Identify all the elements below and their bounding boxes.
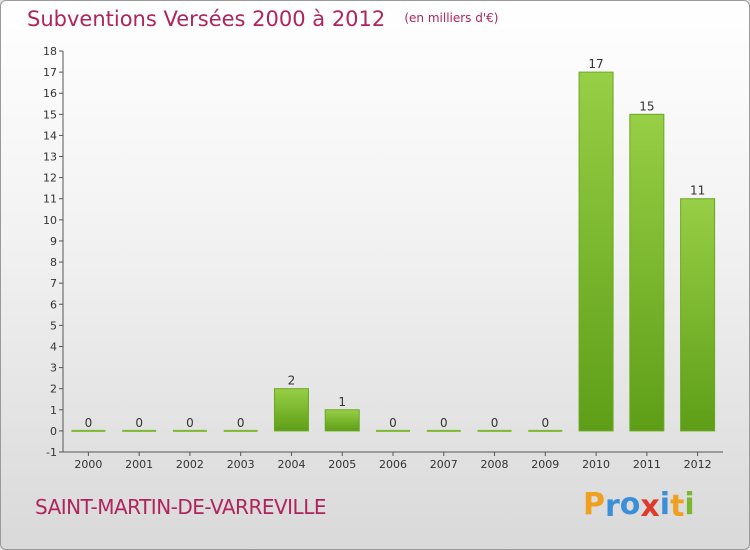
y-tick-label: 4: [50, 340, 57, 353]
bar: [578, 71, 614, 432]
y-tick-label: 1: [50, 404, 57, 417]
x-tick-label: 2009: [531, 458, 559, 471]
data-label: 0: [237, 416, 245, 430]
y-tick-label: 7: [50, 277, 57, 290]
brand-logo-letter: x: [640, 489, 660, 524]
bar: [680, 198, 716, 432]
bar: [629, 113, 665, 432]
x-tick-label: 2006: [379, 458, 407, 471]
y-tick-label: 9: [50, 235, 57, 248]
y-tick-label: 17: [43, 66, 57, 79]
chart-unit: (en milliers d'€): [404, 11, 499, 25]
x-tick-label: 2004: [277, 458, 305, 471]
y-tick-label: 14: [43, 129, 57, 142]
y-tick-label: 16: [43, 87, 57, 100]
brand-logo-letter: i: [659, 487, 671, 522]
data-label: 0: [186, 416, 194, 430]
y-tick-label: 3: [50, 362, 57, 375]
x-tick-label: 2000: [74, 458, 102, 471]
data-label: 11: [690, 184, 705, 198]
data-label: 15: [639, 99, 654, 113]
title-block: Subventions Versées 2000 à 2012 (en mill…: [27, 7, 498, 31]
x-tick-label: 2008: [481, 458, 509, 471]
bar: [324, 409, 360, 432]
data-label: 0: [491, 416, 499, 430]
y-tick-label: 8: [50, 256, 57, 269]
bar: [273, 388, 309, 432]
data-label: 0: [541, 416, 549, 430]
data-label: 1: [338, 395, 346, 409]
brand-logo: Proxiti: [583, 487, 695, 524]
y-tick-label: 12: [43, 172, 57, 185]
y-tick-label: 6: [50, 298, 57, 311]
data-label: 0: [389, 416, 397, 430]
y-tick-label: -1: [46, 446, 57, 459]
x-tick-label: 2010: [582, 458, 610, 471]
brand-logo-letter: P: [583, 487, 605, 522]
brand-logo-letter: r: [605, 489, 620, 524]
y-tick-label: 5: [50, 319, 57, 332]
data-label: 0: [135, 416, 143, 430]
x-tick-label: 2007: [430, 458, 458, 471]
x-tick-label: 2002: [176, 458, 204, 471]
commune-name: SAINT-MARTIN-DE-VARREVILLE: [35, 495, 326, 519]
x-tick-label: 2003: [227, 458, 255, 471]
y-tick-label: 13: [43, 151, 57, 164]
y-tick-label: 10: [43, 214, 57, 227]
y-tick-label: 11: [43, 193, 57, 206]
x-tick-label: 2011: [633, 458, 661, 471]
x-tick-label: 2005: [328, 458, 356, 471]
x-tick-label: 2012: [684, 458, 712, 471]
x-tick-label: 2001: [125, 458, 153, 471]
brand-logo-letter: o: [619, 487, 641, 522]
data-label: 17: [588, 57, 603, 71]
brand-logo-letter: t: [670, 489, 685, 524]
y-tick-label: 0: [50, 425, 57, 438]
y-tick-label: 18: [43, 45, 57, 58]
brand-logo-letter: i: [684, 487, 695, 522]
data-label: 0: [440, 416, 448, 430]
chart-title: Subventions Versées 2000 à 2012: [27, 7, 386, 31]
data-label: 0: [85, 416, 93, 430]
y-tick-label: 2: [50, 383, 57, 396]
y-tick-label: 15: [43, 108, 57, 121]
data-label: 2: [288, 374, 296, 388]
